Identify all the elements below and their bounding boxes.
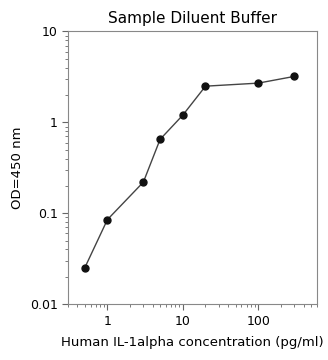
X-axis label: Human IL-1alpha concentration (pg/ml): Human IL-1alpha concentration (pg/ml) [61, 336, 324, 349]
Y-axis label: OD=450 nm: OD=450 nm [11, 127, 24, 209]
Title: Sample Diluent Buffer: Sample Diluent Buffer [108, 11, 277, 26]
